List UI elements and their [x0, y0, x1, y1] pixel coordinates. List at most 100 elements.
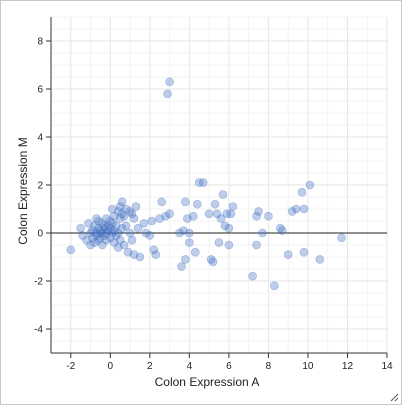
- data-point[interactable]: [264, 211, 273, 221]
- data-point[interactable]: [192, 199, 202, 209]
- data-point[interactable]: [181, 255, 190, 264]
- data-point[interactable]: [109, 211, 119, 221]
- data-point[interactable]: [179, 226, 188, 235]
- data-point[interactable]: [127, 235, 137, 245]
- data-point[interactable]: [185, 228, 194, 238]
- data-point[interactable]: [111, 231, 121, 240]
- data-point[interactable]: [121, 221, 131, 231]
- data-point[interactable]: [133, 223, 143, 233]
- data-point[interactable]: [117, 197, 127, 207]
- data-point[interactable]: [141, 228, 151, 238]
- data-point[interactable]: [214, 238, 224, 247]
- data-point[interactable]: [248, 271, 257, 281]
- data-point[interactable]: [224, 240, 234, 250]
- data-point[interactable]: [113, 228, 123, 238]
- data-point[interactable]: [66, 245, 76, 255]
- data-point[interactable]: [88, 233, 97, 243]
- data-point[interactable]: [84, 219, 93, 228]
- data-point[interactable]: [115, 235, 125, 245]
- data-point[interactable]: [100, 223, 109, 233]
- data-point[interactable]: [163, 89, 172, 99]
- data-point[interactable]: [337, 233, 346, 243]
- data-point[interactable]: [198, 178, 208, 187]
- data-point[interactable]: [149, 245, 159, 255]
- data-point[interactable]: [210, 199, 220, 209]
- data-point[interactable]: [107, 204, 117, 214]
- data-point[interactable]: [299, 204, 309, 214]
- data-point[interactable]: [190, 247, 200, 257]
- data-point[interactable]: [212, 209, 222, 219]
- data-point[interactable]: [105, 216, 115, 226]
- data-point[interactable]: [86, 240, 95, 250]
- data-point[interactable]: [129, 214, 139, 223]
- data-point[interactable]: [216, 214, 226, 223]
- data-point[interactable]: [109, 238, 119, 247]
- data-point[interactable]: [129, 250, 139, 259]
- data-point[interactable]: [76, 223, 85, 233]
- data-point[interactable]: [258, 228, 267, 238]
- data-point[interactable]: [224, 223, 234, 233]
- data-point[interactable]: [123, 247, 133, 257]
- data-point[interactable]: [105, 233, 115, 243]
- data-point[interactable]: [107, 228, 117, 238]
- data-point[interactable]: [90, 238, 99, 247]
- data-point[interactable]: [297, 187, 307, 197]
- data-point[interactable]: [226, 209, 236, 219]
- data-point[interactable]: [117, 223, 127, 233]
- resize-grip-icon[interactable]: [389, 392, 399, 402]
- data-point[interactable]: [96, 226, 105, 235]
- data-point[interactable]: [165, 77, 174, 87]
- data-point[interactable]: [131, 202, 141, 211]
- data-point[interactable]: [315, 255, 325, 264]
- data-point[interactable]: [206, 255, 216, 264]
- data-point[interactable]: [100, 231, 109, 240]
- data-point[interactable]: [283, 250, 293, 259]
- data-point[interactable]: [117, 209, 127, 219]
- data-point[interactable]: [135, 252, 145, 262]
- data-point[interactable]: [102, 214, 111, 223]
- data-point[interactable]: [119, 211, 129, 221]
- data-point[interactable]: [94, 216, 103, 226]
- data-point[interactable]: [252, 211, 261, 221]
- data-point[interactable]: [228, 202, 238, 211]
- data-point[interactable]: [161, 211, 170, 221]
- data-point[interactable]: [220, 221, 230, 231]
- data-point[interactable]: [104, 221, 113, 231]
- data-point[interactable]: [125, 228, 135, 238]
- data-point[interactable]: [218, 190, 228, 199]
- data-point[interactable]: [291, 204, 301, 214]
- data-point[interactable]: [277, 226, 287, 235]
- data-point[interactable]: [113, 243, 123, 252]
- data-point[interactable]: [94, 235, 103, 245]
- data-point[interactable]: [92, 231, 101, 240]
- data-point[interactable]: [155, 214, 165, 223]
- data-point[interactable]: [98, 219, 107, 228]
- data-point[interactable]: [194, 178, 204, 187]
- data-point[interactable]: [204, 209, 214, 219]
- data-point[interactable]: [115, 202, 125, 211]
- data-point[interactable]: [139, 219, 149, 228]
- data-point[interactable]: [92, 214, 101, 223]
- data-point[interactable]: [102, 235, 111, 245]
- data-point[interactable]: [151, 250, 161, 259]
- data-point[interactable]: [183, 214, 192, 223]
- data-point[interactable]: [147, 216, 157, 226]
- data-point[interactable]: [287, 207, 297, 216]
- data-point[interactable]: [165, 209, 174, 219]
- data-point[interactable]: [254, 207, 263, 216]
- data-point[interactable]: [115, 214, 125, 223]
- data-point[interactable]: [299, 247, 309, 257]
- data-point[interactable]: [119, 240, 129, 250]
- data-point[interactable]: [102, 228, 111, 238]
- data-point[interactable]: [111, 221, 121, 231]
- data-point[interactable]: [121, 204, 131, 214]
- data-point[interactable]: [96, 228, 105, 238]
- data-point[interactable]: [175, 228, 184, 238]
- data-point[interactable]: [113, 207, 123, 216]
- data-point[interactable]: [208, 257, 218, 267]
- data-point[interactable]: [177, 262, 186, 271]
- data-point[interactable]: [78, 231, 87, 240]
- data-point[interactable]: [92, 228, 101, 238]
- data-point[interactable]: [105, 223, 115, 233]
- data-point[interactable]: [275, 223, 285, 233]
